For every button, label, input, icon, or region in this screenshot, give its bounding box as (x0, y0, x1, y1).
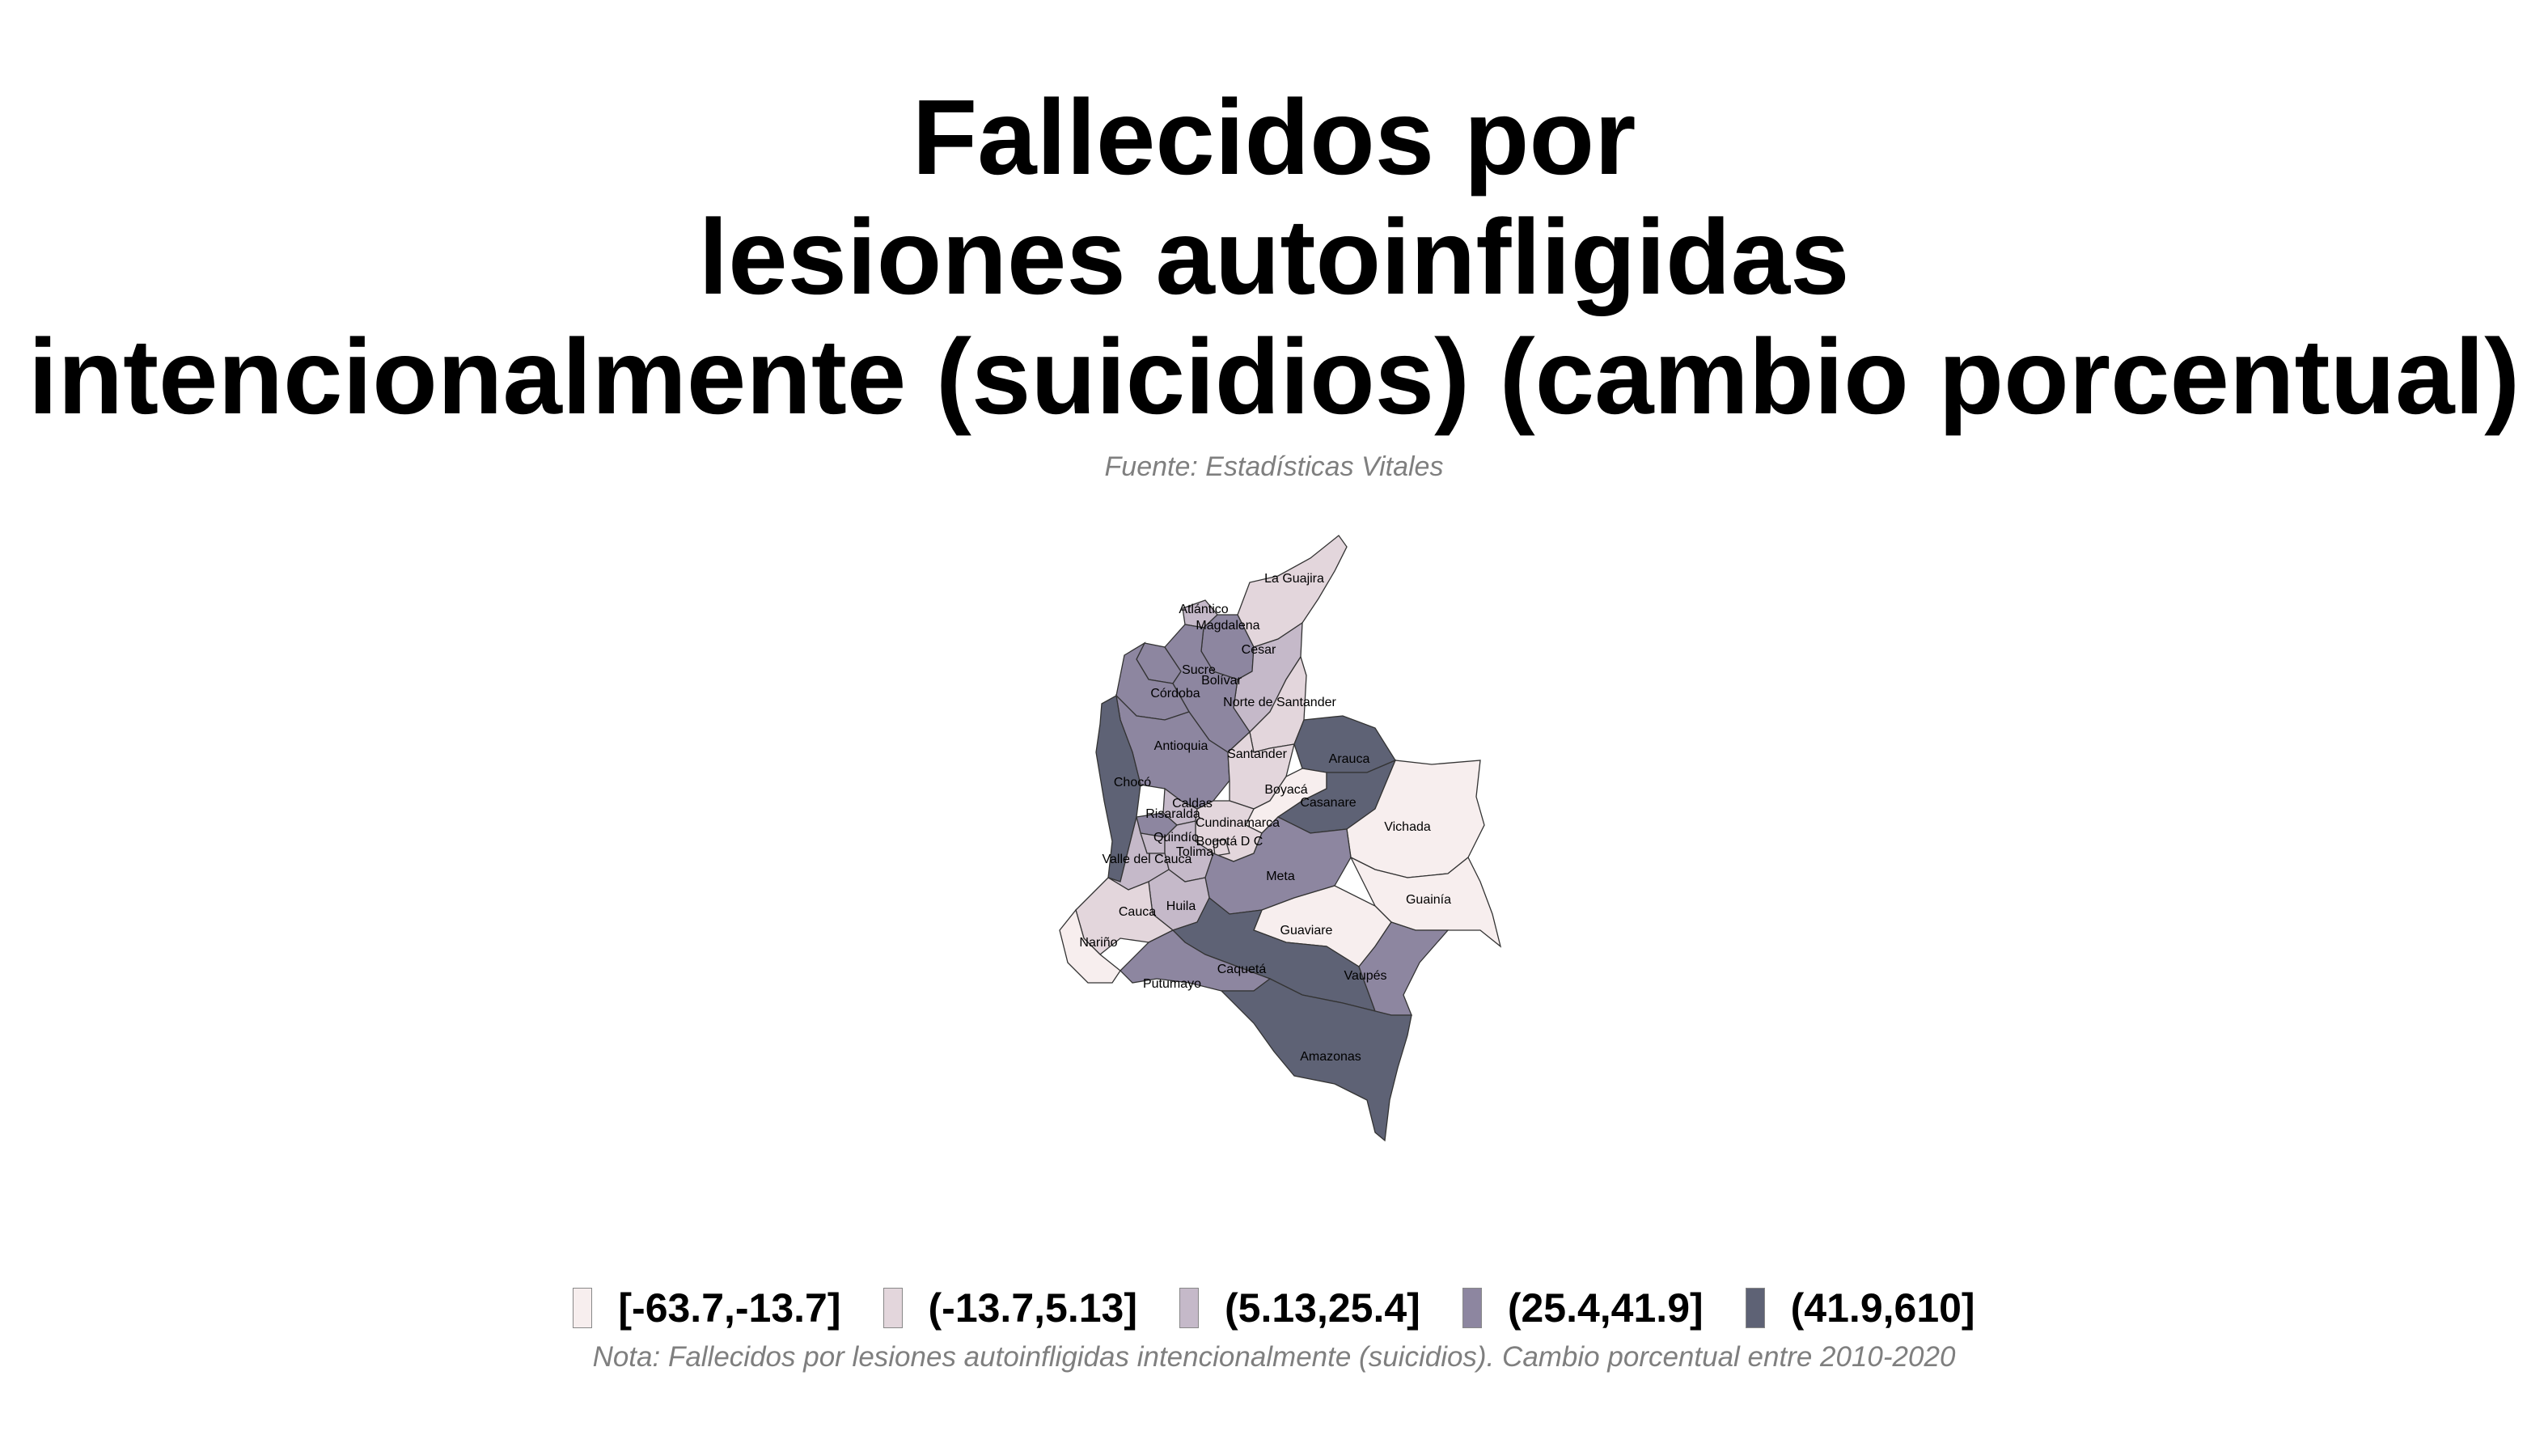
title-line-2: lesiones autoinfligidas (698, 197, 1850, 316)
department-label-valle-del-cauca: Valle del Cauca (1103, 853, 1192, 866)
department-label-choco: Chocó (1114, 776, 1151, 789)
legend-swatch (1179, 1288, 1199, 1328)
legend-item: (5.13,25.4] (1179, 1285, 1420, 1331)
department-label-bolivar: Bolívar (1201, 674, 1242, 688)
department-label-la-guajira: La Guajira (1264, 572, 1324, 586)
department-amazonas (1220, 978, 1412, 1142)
department-label-atlantico: Atlántico (1179, 603, 1228, 616)
legend-item: (41.9,610] (1745, 1285, 1975, 1331)
department-label-cesar: Cesar (1242, 643, 1276, 657)
department-label-magdalena: Magdalena (1196, 619, 1259, 633)
department-label-bogota-d-c: Bogotá D C (1196, 835, 1263, 849)
legend-label: (41.9,610] (1790, 1285, 1975, 1331)
department-label-norte-de-santander: Norte de Santander (1223, 696, 1336, 709)
department-label-caldas: Caldas (1172, 797, 1213, 811)
department-label-risaralda: Risaralda (1145, 807, 1200, 821)
legend-item: (-13.7,5.13] (882, 1285, 1137, 1331)
legend-swatch (1745, 1288, 1765, 1328)
legend-label: (-13.7,5.13] (928, 1285, 1137, 1331)
department-label-vaupes: Vaupés (1344, 969, 1386, 983)
legend: [-63.7,-13.7] (-13.7,5.13] (5.13,25.4] (… (0, 1280, 2548, 1336)
title-line-1: Fallecidos por (912, 78, 1636, 197)
department-label-cundinamarca: Cundinamarca (1196, 816, 1280, 830)
department-label-sucre: Sucre (1182, 663, 1216, 677)
department-label-putumayo: Putumayo (1143, 977, 1201, 991)
department-label-casanare: Casanare (1300, 796, 1356, 810)
department-label-caqueta: Caquetá (1217, 963, 1267, 976)
department-label-santander: Santander (1227, 747, 1288, 761)
legend-item: [-63.7,-13.7] (573, 1285, 841, 1331)
department-label-guaviare: Guaviare (1280, 924, 1333, 938)
legend-swatch (573, 1288, 593, 1328)
department-label-cauca: Cauca (1119, 905, 1156, 919)
department-label-meta: Meta (1266, 870, 1295, 883)
legend-swatch (1462, 1288, 1482, 1328)
legend-swatch (882, 1288, 903, 1328)
source-caption: Fuente: Estadísticas Vitales (1104, 451, 1444, 482)
legend-label: (5.13,25.4] (1225, 1285, 1420, 1331)
department-label-tolima: Tolima (1176, 845, 1213, 859)
department-label-amazonas: Amazonas (1300, 1050, 1361, 1064)
department-label-antioquia: Antioquia (1154, 739, 1208, 753)
department-bogota-d-c (1213, 839, 1230, 857)
department-label-cordoba: Córdoba (1150, 687, 1200, 700)
department-label-vichada: Vichada (1384, 820, 1431, 834)
legend-item: (25.4,41.9] (1462, 1285, 1704, 1331)
legend-label: [-63.7,-13.7] (618, 1285, 841, 1331)
department-label-boyaca: Boyacá (1264, 783, 1307, 797)
department-label-narino: Nariño (1079, 936, 1117, 950)
footnote: Nota: Fallecidos por lesiones autoinflig… (592, 1341, 1956, 1373)
department-label-guainia: Guainía (1406, 893, 1451, 907)
title-line-3: intencionalmente (suicidios) (cambio por… (28, 317, 2520, 436)
department-label-arauca: Arauca (1329, 752, 1370, 766)
legend-label: (25.4,41.9] (1507, 1285, 1704, 1331)
map-title: Fallecidos por lesiones autoinfligidas i… (0, 78, 2548, 437)
department-label-huila: Huila (1166, 899, 1196, 913)
department-label-quindio: Quindío (1153, 831, 1199, 844)
